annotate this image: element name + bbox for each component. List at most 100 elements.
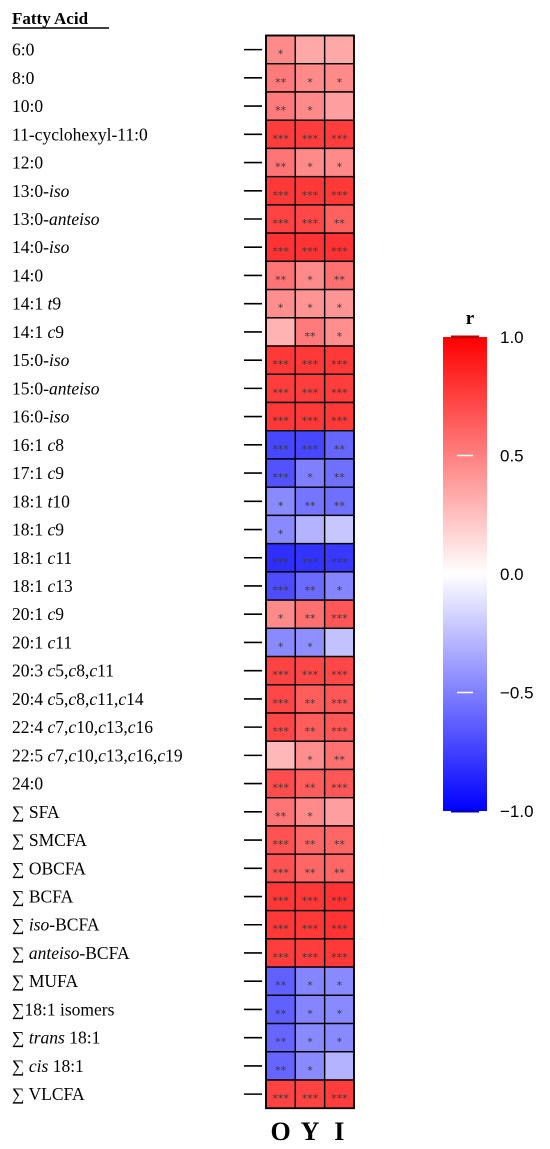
significance-label: ***	[302, 923, 319, 936]
row-label: 15:0-iso	[12, 350, 70, 370]
significance-label: **	[334, 443, 346, 456]
significance-label: *	[307, 471, 313, 484]
row-label: 15:0-anteiso	[12, 378, 100, 398]
heatmap-cell	[265, 599, 297, 630]
significance-label: *	[337, 76, 343, 89]
heatmap-cell	[323, 430, 355, 460]
color-legend: r 1.0 0.5 0.0 −0.5 −1.0	[443, 308, 534, 821]
significance-label: **	[334, 273, 346, 286]
row-ticks	[244, 48, 262, 1095]
significance-label: *	[307, 273, 313, 286]
significance-label: *	[337, 1007, 343, 1020]
heatmap-cell	[323, 1022, 355, 1053]
row-label: 20:3 c5,c8,c11	[12, 661, 114, 681]
significance-label: ***	[272, 1092, 289, 1105]
significance-label: ***	[302, 132, 319, 145]
significance-label: *	[278, 302, 284, 315]
significance-label: *	[307, 1007, 313, 1020]
row-label: 13:0-anteiso	[12, 209, 100, 229]
row-label: 24:0	[12, 774, 43, 794]
significance-label: ***	[272, 951, 289, 964]
significance-label: *	[337, 979, 343, 992]
significance-label: *	[278, 612, 284, 625]
column-label: Y	[301, 1117, 320, 1146]
heatmap-cell	[294, 684, 326, 714]
heatmap-cell	[294, 486, 326, 517]
heatmap-cell	[265, 740, 297, 771]
significance-label: ***	[272, 358, 289, 371]
significance-label: **	[304, 838, 316, 851]
heatmap-cell	[323, 768, 355, 799]
significance-label: *	[307, 979, 313, 992]
legend-tick-label: 0.0	[500, 565, 524, 584]
row-label: 22:5 c7,c10,c13,c16,c19	[12, 745, 183, 765]
legend-tick-label: 0.5	[500, 447, 524, 466]
significance-label: **	[275, 1007, 287, 1020]
significance-label: ***	[272, 386, 289, 399]
significance-label: ***	[272, 697, 289, 710]
heatmap-cell	[294, 627, 326, 658]
heatmap-cell	[294, 740, 326, 771]
heatmap-cell	[294, 147, 326, 178]
heatmap-cell	[294, 514, 326, 545]
heatmap-cell	[323, 909, 355, 940]
heatmap-cell	[265, 486, 297, 517]
heatmap-cell	[265, 317, 297, 347]
column-label: O	[271, 1117, 291, 1146]
significance-label: **	[275, 273, 287, 286]
heatmap-cell	[323, 91, 355, 121]
column-label: I	[334, 1117, 344, 1146]
significance-label: **	[275, 810, 287, 823]
significance-label: ***	[272, 866, 289, 879]
row-label: ∑ anteiso-BCFA	[12, 943, 130, 963]
significance-label: ***	[331, 895, 348, 908]
significance-label: *	[307, 76, 313, 89]
significance-label: **	[304, 330, 316, 343]
significance-label: ***	[272, 217, 289, 230]
heatmap-cell	[265, 430, 297, 460]
significance-label: ***	[331, 358, 348, 371]
significance-label: ***	[302, 443, 319, 456]
heatmap-cell	[294, 768, 326, 799]
heatmap-cell	[294, 938, 326, 968]
significance-label: ***	[302, 895, 319, 908]
significance-label: ***	[272, 132, 289, 145]
significance-label: *	[307, 1036, 313, 1049]
row-label: 20:1 c11	[12, 632, 72, 652]
heatmap-cell	[323, 486, 355, 517]
significance-label: *	[307, 810, 313, 823]
significance-label: ***	[272, 923, 289, 936]
significance-label: **	[275, 76, 287, 89]
significance-label: ***	[272, 415, 289, 428]
heatmap-cell	[294, 401, 326, 432]
significance-label: **	[334, 866, 346, 879]
row-label: 16:1 c8	[12, 435, 64, 455]
row-label: 14:1 t9	[12, 294, 61, 314]
heatmap-cell	[294, 317, 326, 347]
heatmap-cells: *** * *** **** *** ***** * **** *** ****** *** ****…	[265, 34, 355, 1110]
heatmap-border	[265, 34, 355, 1110]
heatmap-cell	[265, 853, 297, 884]
significance-label: ***	[272, 895, 289, 908]
significance-label: **	[304, 697, 316, 710]
row-label: 20:1 c9	[12, 604, 64, 624]
significance-label: ***	[272, 725, 289, 738]
heatmap-cell	[323, 599, 355, 630]
row-label: 8:0	[12, 68, 35, 88]
row-label: 18:1 c13	[12, 576, 73, 596]
row-label: 14:0	[12, 265, 43, 285]
heatmap-cell	[294, 232, 326, 263]
heatmap-cell	[294, 34, 326, 65]
significance-label: *	[278, 640, 284, 653]
row-labels: 6:0 8:0 10:0 11-cyclohexyl-11:0 12:0 13:0-iso…	[12, 40, 183, 1105]
heatmap-cell	[323, 712, 355, 742]
significance-label: ***	[302, 669, 319, 682]
row-header: Fatty Acid	[12, 9, 89, 28]
significance-label: ***	[331, 669, 348, 682]
row-label: 10:0	[12, 96, 43, 116]
significance-label: *	[337, 1036, 343, 1049]
significance-label: **	[304, 725, 316, 738]
heatmap-cell	[323, 514, 355, 545]
significance-label: **	[275, 161, 287, 174]
row-label: 12:0	[12, 153, 43, 173]
